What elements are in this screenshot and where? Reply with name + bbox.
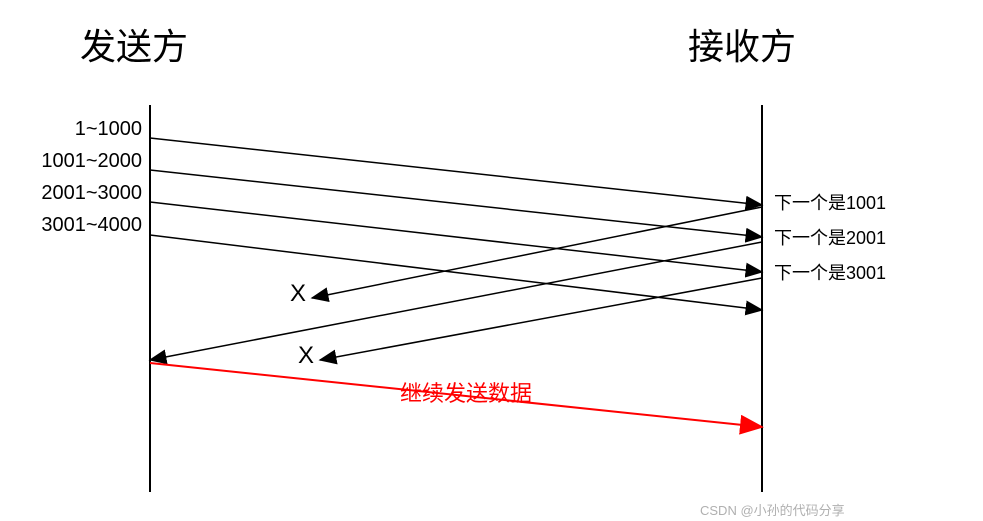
- receiver-title: 接收方: [688, 18, 796, 70]
- sender-label-2: 2001~3000: [41, 182, 142, 205]
- sender-label-1: 1001~2000: [41, 150, 142, 173]
- sender-label-0: 1~1000: [75, 118, 142, 141]
- receiver-label-1: 下一个是2001: [774, 224, 886, 250]
- x-mark-1: X: [298, 342, 314, 370]
- receiver-label-0: 下一个是1001: [774, 189, 886, 215]
- watermark-text: CSDN @小孙的代码分享: [700, 500, 845, 519]
- receiver-label-2: 下一个是3001: [774, 259, 886, 285]
- sender-title: 发送方: [80, 18, 188, 70]
- continue-send-text: 继续发送数据: [400, 376, 532, 408]
- x-mark-0: X: [290, 280, 306, 308]
- sender-label-3: 3001~4000: [41, 214, 142, 237]
